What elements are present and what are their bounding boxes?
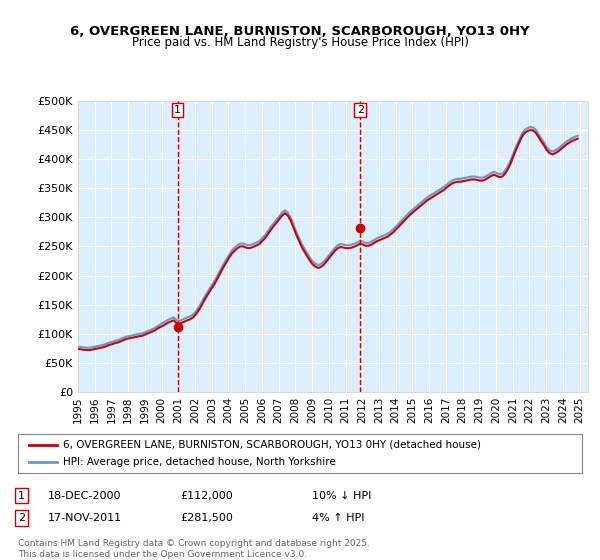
Text: HPI: Average price, detached house, North Yorkshire: HPI: Average price, detached house, Nort… bbox=[63, 457, 336, 467]
Text: £112,000: £112,000 bbox=[180, 491, 233, 501]
Text: 2: 2 bbox=[356, 105, 364, 115]
Text: 1: 1 bbox=[18, 491, 25, 501]
Text: Contains HM Land Registry data © Crown copyright and database right 2025.: Contains HM Land Registry data © Crown c… bbox=[18, 539, 370, 548]
Text: 2: 2 bbox=[18, 513, 25, 523]
Text: 17-NOV-2011: 17-NOV-2011 bbox=[48, 513, 122, 523]
Text: 6, OVERGREEN LANE, BURNISTON, SCARBOROUGH, YO13 0HY: 6, OVERGREEN LANE, BURNISTON, SCARBOROUG… bbox=[70, 25, 530, 38]
Text: This data is licensed under the Open Government Licence v3.0.: This data is licensed under the Open Gov… bbox=[18, 550, 307, 559]
Text: 6, OVERGREEN LANE, BURNISTON, SCARBOROUGH, YO13 0HY (detached house): 6, OVERGREEN LANE, BURNISTON, SCARBOROUG… bbox=[63, 440, 481, 450]
Text: £281,500: £281,500 bbox=[180, 513, 233, 523]
Text: 4% ↑ HPI: 4% ↑ HPI bbox=[312, 513, 365, 523]
Text: 10% ↓ HPI: 10% ↓ HPI bbox=[312, 491, 371, 501]
Text: 18-DEC-2000: 18-DEC-2000 bbox=[48, 491, 121, 501]
Text: 1: 1 bbox=[174, 105, 181, 115]
Text: Price paid vs. HM Land Registry's House Price Index (HPI): Price paid vs. HM Land Registry's House … bbox=[131, 36, 469, 49]
